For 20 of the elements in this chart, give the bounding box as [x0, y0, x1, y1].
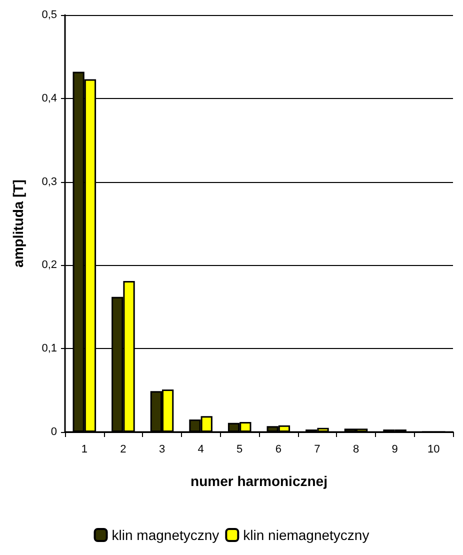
x-tick-label: 2	[120, 444, 126, 456]
x-tick-label: 8	[352, 444, 360, 456]
x-tick-label: 9	[392, 444, 398, 456]
y-tick-label: 0	[50, 426, 57, 438]
x-tick-label: 5	[236, 444, 243, 456]
x-tick-label: 6	[275, 444, 282, 456]
y-axis-title: amplituda [T]	[10, 180, 26, 268]
y-tick-label: 0,5	[42, 9, 57, 21]
x-tick-label: 7	[314, 444, 320, 456]
y-tick-label: 0,4	[42, 92, 57, 104]
y-tick-label: 0,3	[42, 176, 57, 188]
legend-label: klin niemagnetyczny	[243, 527, 370, 543]
x-tick-label: 3	[158, 444, 166, 456]
x-tick-label: 1	[81, 444, 88, 456]
y-tick-label: 0,2	[42, 259, 57, 272]
x-tick-label: 10	[427, 444, 440, 456]
x-tick-label: 4	[198, 444, 204, 456]
x-axis-title: numer harmonicznej	[190, 473, 328, 489]
y-tick-label: 0,1	[42, 342, 57, 355]
legend-label: klin magnetyczny	[112, 527, 220, 543]
